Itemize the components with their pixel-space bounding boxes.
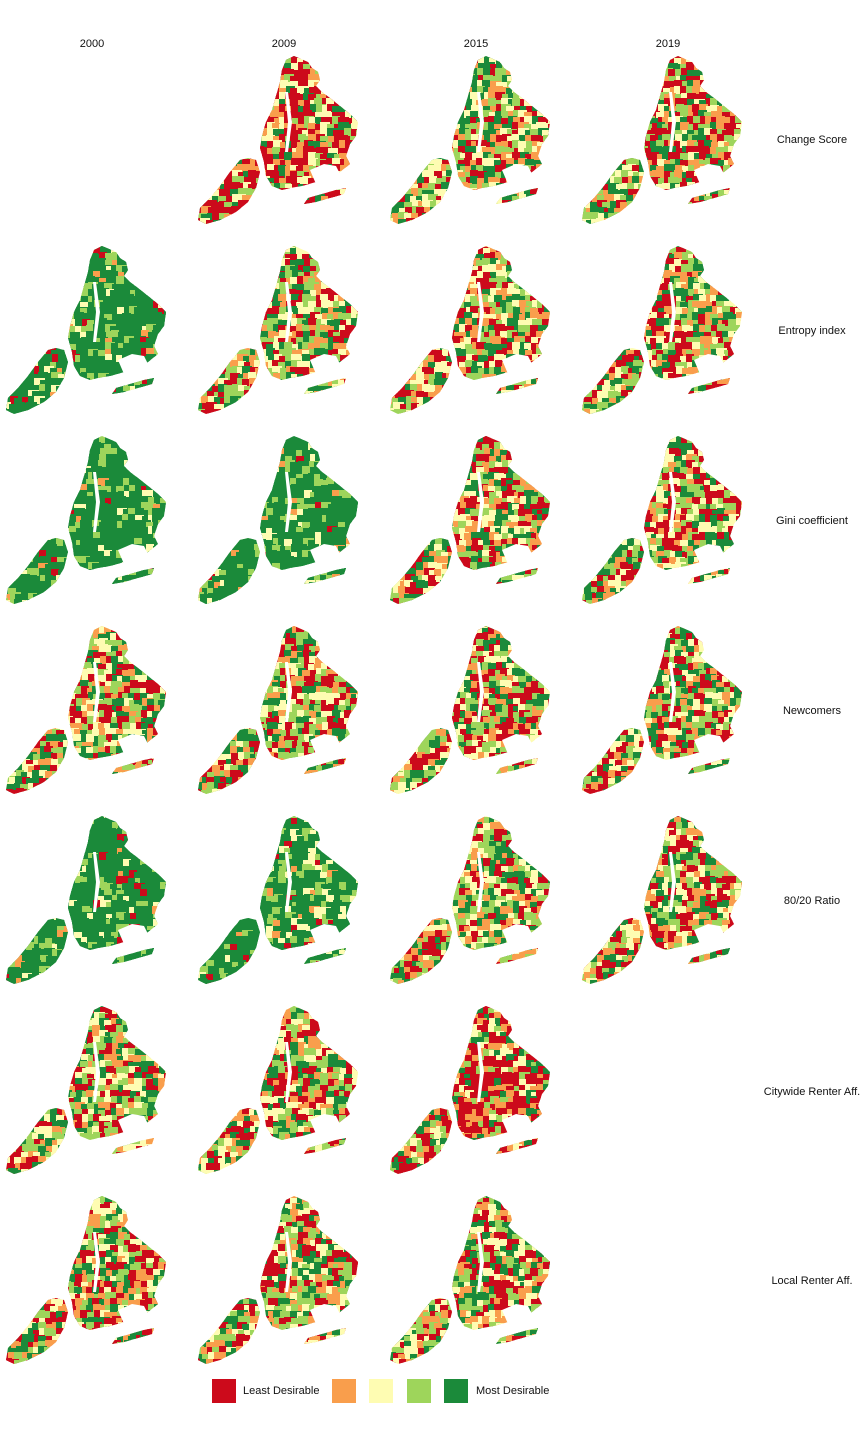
- map-citywide-renter-aff-2000: [6, 1006, 166, 1174]
- legend-swatch-most-desirable: [444, 1379, 468, 1403]
- legend-label-least-desirable: Least Desirable: [243, 1385, 319, 1397]
- map-newcomers-2015: [390, 626, 550, 794]
- column-header-2019: 2019: [628, 38, 708, 50]
- row-label-80-20-ratio: 80/20 Ratio: [757, 895, 864, 907]
- map-local-renter-aff-2000: [6, 1196, 166, 1364]
- legend-label-most-desirable: Most Desirable: [476, 1385, 549, 1397]
- legend-swatch-least-desirable: [212, 1379, 236, 1403]
- map-newcomers-2019: [582, 626, 742, 794]
- map-change-score-2015: [390, 56, 550, 224]
- row-label-gini-coefficient: Gini coefficient: [757, 515, 864, 527]
- map-entropy-index-2015: [390, 246, 550, 414]
- legend-swatch-3: [369, 1379, 393, 1403]
- map-80-20-ratio-2019: [582, 816, 742, 984]
- map-local-renter-aff-2015: [390, 1196, 550, 1364]
- legend-swatch-2: [332, 1379, 356, 1403]
- map-entropy-index-2009: [198, 246, 358, 414]
- row-label-local-renter-aff: Local Renter Aff.: [757, 1275, 864, 1287]
- column-header-2009: 2009: [244, 38, 324, 50]
- map-gini-coefficient-2015: [390, 436, 550, 604]
- map-citywide-renter-aff-2015: [390, 1006, 550, 1174]
- legend: Least Desirable Most Desirable: [0, 1379, 864, 1403]
- map-change-score-2009: [198, 56, 358, 224]
- column-header-2000: 2000: [52, 38, 132, 50]
- map-newcomers-2009: [198, 626, 358, 794]
- map-citywide-renter-aff-2009: [198, 1006, 358, 1174]
- map-gini-coefficient-2019: [582, 436, 742, 604]
- map-80-20-ratio-2000: [6, 816, 166, 984]
- map-newcomers-2000: [6, 626, 166, 794]
- map-80-20-ratio-2015: [390, 816, 550, 984]
- map-gini-coefficient-2000: [6, 436, 166, 604]
- legend-swatch-4: [407, 1379, 431, 1403]
- map-entropy-index-2019: [582, 246, 742, 414]
- map-entropy-index-2000: [6, 246, 166, 414]
- row-label-newcomers: Newcomers: [757, 705, 864, 717]
- column-header-2015: 2015: [436, 38, 516, 50]
- row-label-change-score: Change Score: [757, 134, 864, 146]
- map-local-renter-aff-2009: [198, 1196, 358, 1364]
- row-label-entropy-index: Entropy index: [757, 325, 864, 337]
- row-label-citywide-renter-aff: Citywide Renter Aff.: [754, 1086, 864, 1098]
- map-gini-coefficient-2009: [198, 436, 358, 604]
- map-change-score-2019: [582, 56, 742, 224]
- map-80-20-ratio-2009: [198, 816, 358, 984]
